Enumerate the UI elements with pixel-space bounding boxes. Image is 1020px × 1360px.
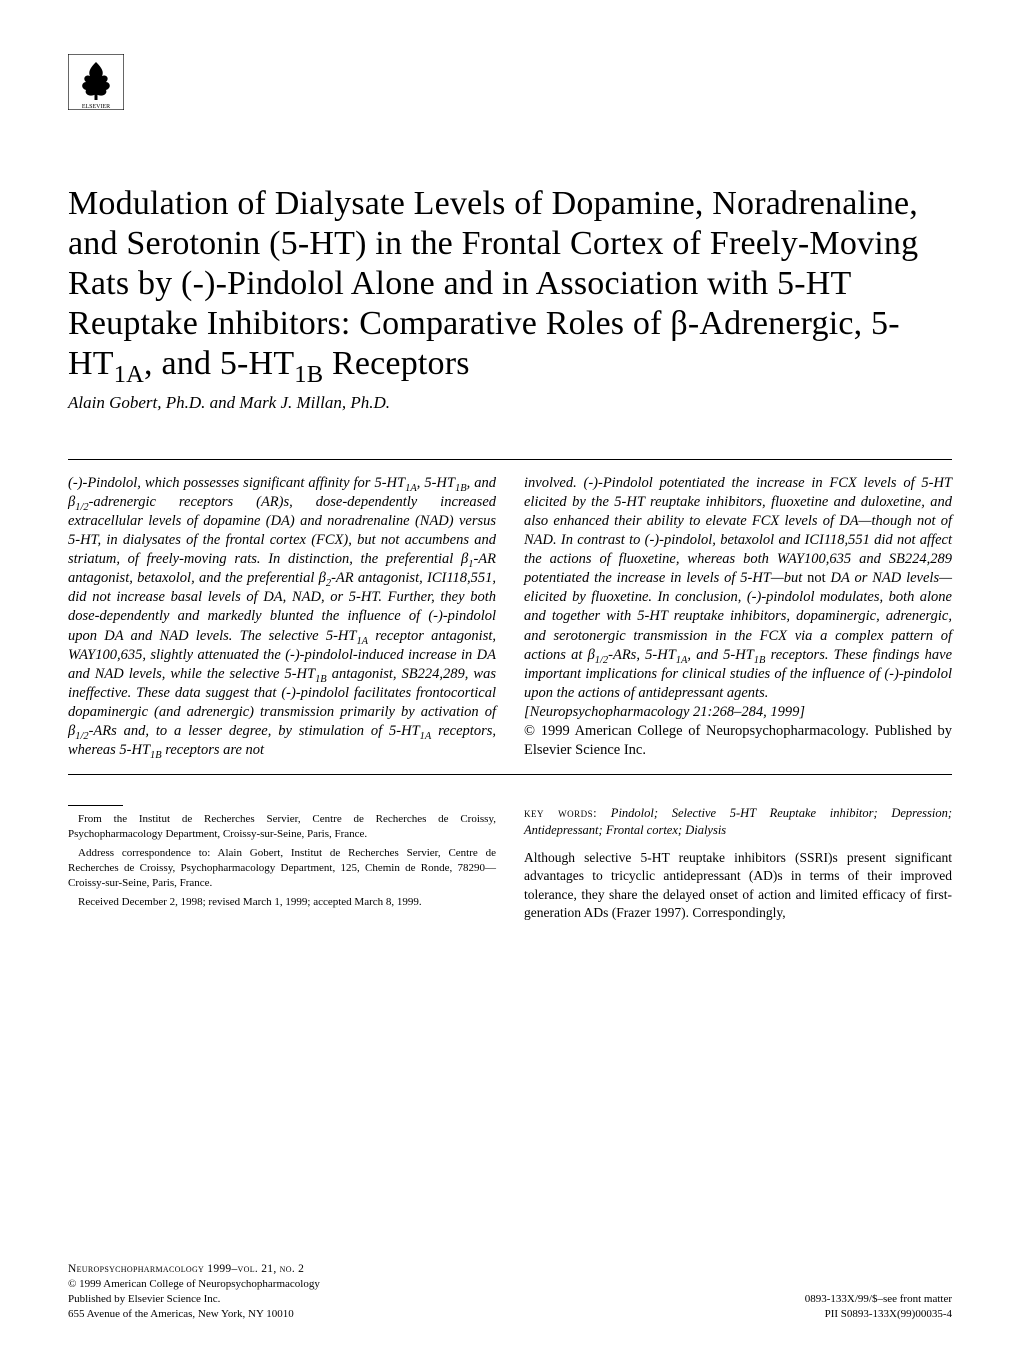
footer-copyright-2: Published by Elsevier Science Inc.	[68, 1292, 320, 1307]
copyright-line: © 1999 American College of Neuropsychoph…	[524, 723, 952, 758]
article-title: Modulation of Dialysate Levels of Dopami…	[68, 184, 952, 385]
affiliations-column: From the Institut de Recherches Servier,…	[68, 805, 496, 922]
keywords: key words: Pindolol; Selective 5-HT Reup…	[524, 805, 952, 839]
abstract-rule-top	[68, 459, 952, 460]
abstract-rule-bottom	[68, 774, 952, 775]
title-block: Modulation of Dialysate Levels of Dopami…	[68, 184, 952, 413]
lower-columns: From the Institut de Recherches Servier,…	[68, 805, 952, 922]
footer-right: 0893-133X/99/$–see front matter PII S089…	[805, 1292, 952, 1322]
footer-pii: PII S0893-133X(99)00035-4	[805, 1307, 952, 1322]
footer-address: 655 Avenue of the Americas, New York, NY…	[68, 1307, 320, 1322]
abstract-columns: (-)-Pindolol, which possesses significan…	[68, 474, 952, 761]
publisher-logo-text: ELSEVIER	[82, 104, 110, 110]
affiliation-correspondence: Address correspondence to: Alain Gobert,…	[68, 846, 496, 891]
affiliation-rule	[68, 805, 123, 806]
footer-left: Neuropsychopharmacology 1999–vol. 21, no…	[68, 1262, 320, 1322]
abstract-left: (-)-Pindolol, which possesses significan…	[68, 474, 496, 761]
footer-journal: Neuropsychopharmacology 1999–vol. 21, no…	[68, 1262, 320, 1278]
footer-issn: 0893-133X/99/$–see front matter	[805, 1292, 952, 1307]
abstract-not-emphasis: not	[807, 570, 826, 586]
intro-paragraph: Although selective 5-HT reuptake inhibit…	[524, 849, 952, 922]
abstract-right: involved. (-)-Pindolol potentiated the i…	[524, 474, 952, 761]
keywords-label: key words:	[524, 806, 597, 820]
page-footer: Neuropsychopharmacology 1999–vol. 21, no…	[68, 1262, 952, 1322]
citation-line: [Neuropsychopharmacology 21:268–284, 199…	[524, 704, 805, 720]
publisher-logo: ELSEVIER	[68, 54, 124, 110]
footer-copyright-1: © 1999 American College of Neuropsychoph…	[68, 1277, 320, 1292]
elsevier-tree-icon: ELSEVIER	[68, 54, 124, 110]
affiliation-from: From the Institut de Recherches Servier,…	[68, 812, 496, 842]
keywords-body-column: key words: Pindolol; Selective 5-HT Reup…	[524, 805, 952, 922]
authors: Alain Gobert, Ph.D. and Mark J. Millan, …	[68, 393, 952, 413]
affiliations: From the Institut de Recherches Servier,…	[68, 812, 496, 909]
affiliation-dates: Received December 2, 1998; revised March…	[68, 895, 496, 910]
